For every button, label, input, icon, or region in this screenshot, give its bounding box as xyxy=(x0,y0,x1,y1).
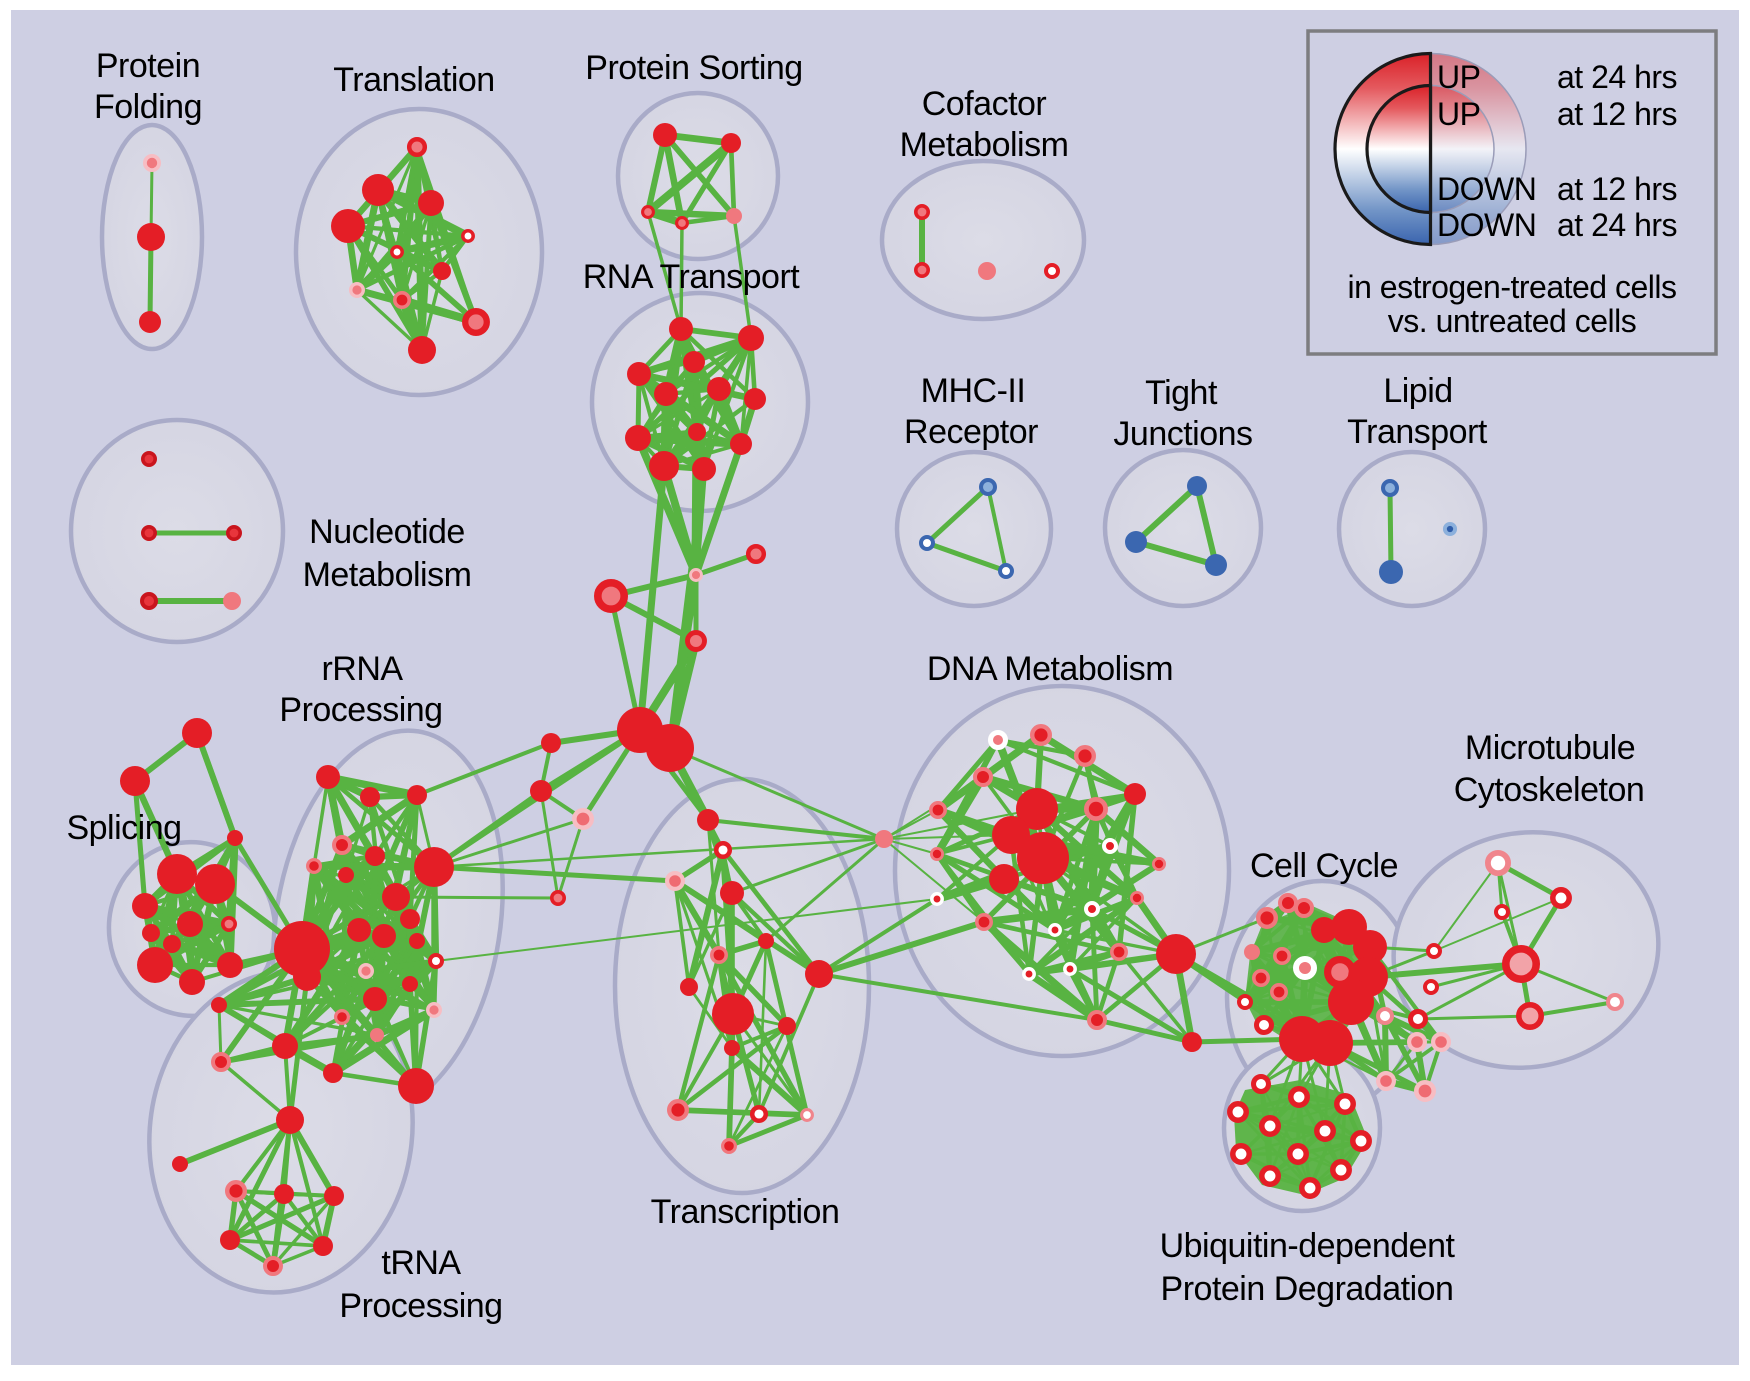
svg-text:DOWN: DOWN xyxy=(1437,171,1536,207)
svg-text:Protein Degradation: Protein Degradation xyxy=(1161,1270,1454,1308)
svg-text:Translation: Translation xyxy=(333,61,494,99)
svg-text:Nucleotide: Nucleotide xyxy=(309,513,465,551)
svg-text:Metabolism: Metabolism xyxy=(900,126,1069,164)
svg-text:UP: UP xyxy=(1437,96,1480,132)
svg-text:Transport: Transport xyxy=(1347,413,1488,451)
svg-text:RNA Transport: RNA Transport xyxy=(583,258,801,296)
svg-text:Protein: Protein xyxy=(96,47,200,85)
svg-text:Splicing: Splicing xyxy=(66,809,181,847)
svg-text:Receptor: Receptor xyxy=(904,413,1038,451)
svg-text:rRNA: rRNA xyxy=(321,650,403,688)
svg-text:vs. untreated cells: vs. untreated cells xyxy=(1388,303,1636,339)
svg-text:in estrogen-treated cells: in estrogen-treated cells xyxy=(1347,269,1676,305)
svg-text:Processing: Processing xyxy=(279,691,442,729)
svg-text:Cell Cycle: Cell Cycle xyxy=(1250,847,1398,885)
svg-text:Ubiquitin-dependent: Ubiquitin-dependent xyxy=(1160,1227,1456,1265)
svg-text:Metabolism: Metabolism xyxy=(303,556,472,594)
svg-text:at 24 hrs: at 24 hrs xyxy=(1557,207,1677,243)
svg-text:Transcription: Transcription xyxy=(651,1193,840,1231)
svg-text:Junctions: Junctions xyxy=(1113,415,1252,453)
svg-text:Folding: Folding xyxy=(94,88,202,126)
svg-text:Lipid: Lipid xyxy=(1383,372,1452,410)
svg-text:Protein Sorting: Protein Sorting xyxy=(585,49,802,87)
svg-text:at 12 hrs: at 12 hrs xyxy=(1557,96,1677,132)
svg-text:at 12 hrs: at 12 hrs xyxy=(1557,171,1677,207)
svg-text:Microtubule: Microtubule xyxy=(1465,729,1635,767)
svg-text:MHC-II: MHC-II xyxy=(921,372,1026,410)
svg-text:UP: UP xyxy=(1437,59,1480,95)
svg-text:at 24 hrs: at 24 hrs xyxy=(1557,59,1677,95)
svg-text:Cofactor: Cofactor xyxy=(922,85,1047,123)
svg-text:Processing: Processing xyxy=(339,1287,502,1325)
svg-text:Cytoskeleton: Cytoskeleton xyxy=(1454,771,1645,809)
svg-text:Tight: Tight xyxy=(1145,374,1218,412)
svg-text:tRNA: tRNA xyxy=(381,1244,461,1282)
svg-text:DNA Metabolism: DNA Metabolism xyxy=(927,650,1173,688)
svg-text:DOWN: DOWN xyxy=(1437,207,1536,243)
